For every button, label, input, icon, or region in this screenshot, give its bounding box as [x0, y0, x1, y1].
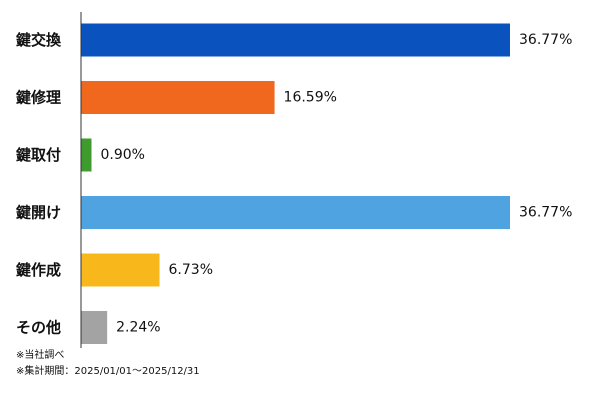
bar [81, 311, 108, 344]
footnotes: ※当社調べ ※集計期間：2025/01/01〜2025/12/31 [16, 348, 200, 380]
value-label: 2.24% [116, 320, 160, 336]
bars-layer: 鍵交換 36.77% 鍵修理 16.59% 鍵取付 0.90% 鍵開け 36.77% 鍵作成 6.… [16, 23, 572, 344]
footnote-source: ※当社調べ [16, 350, 65, 361]
category-label: 鍵修理 [16, 89, 61, 107]
bar [81, 138, 92, 172]
value-label: 0.90% [101, 147, 145, 163]
bar [81, 23, 510, 57]
value-label: 36.77% [519, 32, 572, 48]
bar [81, 253, 160, 287]
value-label: 36.77% [519, 205, 572, 221]
category-label: その他 [16, 319, 61, 337]
category-label: 鍵開け [16, 204, 61, 222]
bar [81, 81, 275, 114]
category-label: 鍵作成 [16, 261, 61, 279]
bar [81, 196, 510, 229]
category-label: 鍵交換 [16, 31, 62, 49]
value-label: 6.73% [169, 262, 213, 278]
value-label: 16.59% [284, 90, 337, 106]
category-label: 鍵取付 [16, 146, 61, 164]
footnote-period: ※集計期間：2025/01/01〜2025/12/31 [16, 366, 200, 377]
